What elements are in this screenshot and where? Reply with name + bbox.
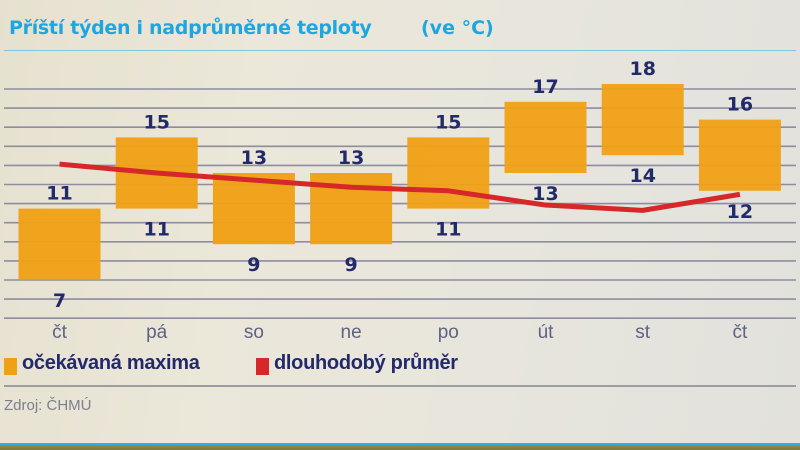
range-bar (698, 119, 781, 191)
x-axis-label: po (437, 322, 459, 343)
average-line-path (59, 161, 741, 213)
bar-low-label: 13 (532, 183, 558, 205)
x-axis-label: čt (732, 322, 748, 343)
x-axis-label: pá (146, 322, 168, 343)
bar-high-label: 18 (629, 58, 655, 80)
range-bar (601, 84, 684, 156)
bar-high-label: 17 (532, 76, 558, 98)
legend-label: dlouhodobý průměr (274, 352, 458, 374)
legend-swatch-orange (4, 358, 17, 375)
bar-low-label: 9 (344, 254, 357, 276)
legend-divider (4, 385, 796, 387)
chart-header: Příští týden i nadprůměrné teploty (ve °… (9, 17, 799, 45)
legend-swatch-red (256, 358, 269, 375)
bar-low-label: 7 (53, 290, 66, 312)
chart-unit: (ve °C) (421, 17, 494, 39)
range-bar (407, 137, 490, 209)
bar-high-label: 15 (143, 111, 169, 133)
legend-label: očekávaná maxima (22, 352, 200, 374)
bar-low-label: 12 (727, 201, 753, 223)
chart-title: Příští týden i nadprůměrné teploty (9, 17, 372, 39)
bar-low-label: 9 (247, 254, 260, 276)
chart-plot-area: 11 7 15 11 13 9 13 9 15 11 17 13 18 14 16 12 (4, 58, 796, 320)
value-labels: 11 7 15 11 13 9 13 9 15 11 17 13 18 14 16 12 (46, 58, 753, 312)
x-axis-label: so (243, 322, 264, 343)
bar-high-label: 13 (241, 147, 267, 169)
x-axis-label: út (537, 322, 554, 343)
bar-low-label: 11 (143, 219, 169, 241)
x-axis-label: st (635, 322, 651, 343)
source-note: Zdroj: ČHMÚ (4, 397, 92, 414)
bar-high-label: 11 (46, 183, 72, 205)
average-line (59, 161, 741, 213)
x-axis-label: čt (52, 322, 67, 343)
x-axis-label: ne (340, 322, 362, 343)
bar-high-label: 16 (727, 94, 753, 116)
title-divider (4, 50, 796, 51)
range-bar (212, 173, 295, 245)
x-axis-labels: čt pá so ne po út st čt (0, 322, 800, 346)
range-bar (504, 101, 587, 173)
bar-high-label: 13 (338, 147, 364, 169)
bar-high-label: 15 (435, 111, 461, 133)
bar-low-label: 11 (435, 219, 461, 241)
range-bar (18, 208, 101, 280)
range-bars (18, 84, 781, 280)
bar-low-label: 14 (629, 165, 655, 187)
bottom-strip (0, 443, 800, 450)
